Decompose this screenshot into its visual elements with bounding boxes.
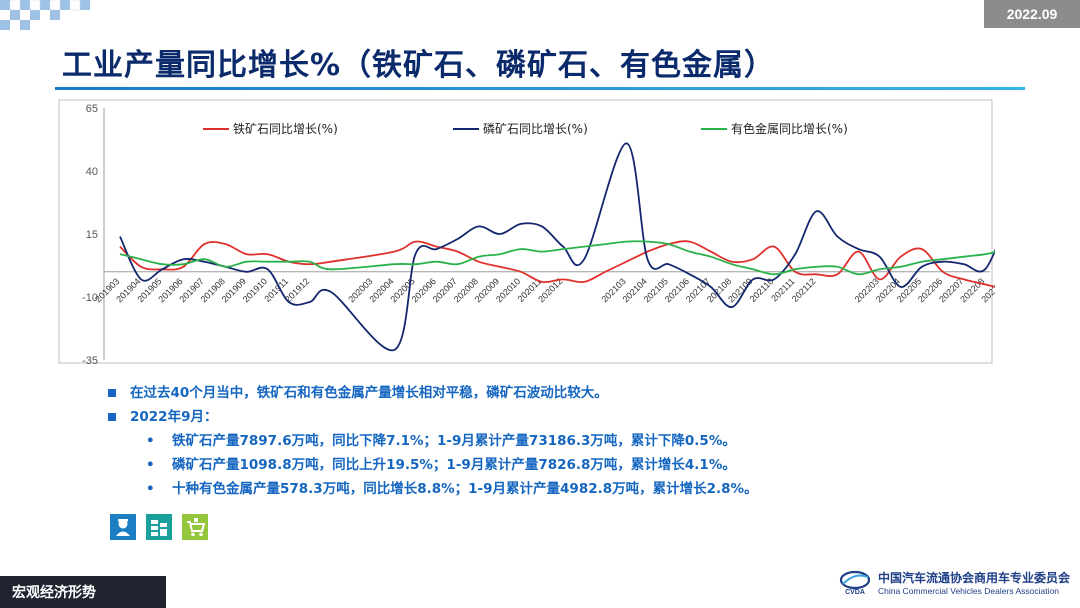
series-lines [119,142,995,351]
date-badge: 2022.09 [984,0,1080,28]
org-name-en: China Commercial Vehicles Dealers Associ… [877,585,1059,596]
bullet-nonferrous-metals: 十种有色金属产量578.3万吨，同比增长8.8%；1-9月累计产量4982.8万… [108,477,758,501]
y-tick-label: 40 [86,166,98,178]
logo-mark-text: CVDA [845,589,865,596]
plot-area [58,99,993,364]
page-title: 工业产量同比增长%（铁矿石、磷矿石、有色金属） [62,48,776,83]
legend-entry: 磷矿石同比增长(%) [483,121,588,136]
bullet-iron-ore: 铁矿石产量7897.6万吨，同比下降7.1%；1-9月累计产量73186.3万吨… [108,429,758,453]
title-underline [55,87,1025,90]
org-logo: CVDA 中国汽车流通协会商用车专业委员会 China Commercial V… [838,568,1070,596]
summary-bullets: 在过去40个月当中，铁矿石和有色金属产量增长相对平稳，磷矿石波动比较大。 202… [108,381,758,501]
y-tick-label: -35 [82,355,98,367]
bullet-phosphate-ore: 磷矿石产量1098.8万吨，同比上升19.5%；1-9月累计产量7826.8万吨… [108,453,758,477]
bullet-trend: 在过去40个月当中，铁矿石和有色金属产量增长相对平稳，磷矿石波动比较大。 [108,381,758,405]
legend-entry: 铁矿石同比增长(%) [233,122,338,136]
y-tick-label: -10 [82,292,98,304]
corner-checker-decoration [0,0,90,30]
cart-icon [182,514,208,540]
series-line [119,142,995,351]
series-line [119,240,995,276]
cvda-logo-icon: CVDA [839,570,871,596]
series-line [119,240,995,288]
y-axis: 65 40 15 -10 -35 [82,103,105,367]
y-tick-label: 15 [86,229,98,241]
bullet-month-heading: 2022年9月： [108,405,758,429]
chart-legend: 铁矿石同比增长(%) 磷矿石同比增长(%) 有色金属同比增长(%) [203,121,848,136]
icon-row [110,514,208,540]
stack-icon [146,514,172,540]
org-name-cn: 中国汽车流通协会商用车专业委员会 [877,570,1070,585]
worker-icon [110,514,136,540]
y-tick-label: 65 [86,103,98,115]
section-label: 宏观经济形势 [0,576,166,608]
legend-entry: 有色金属同比增长(%) [731,121,848,136]
